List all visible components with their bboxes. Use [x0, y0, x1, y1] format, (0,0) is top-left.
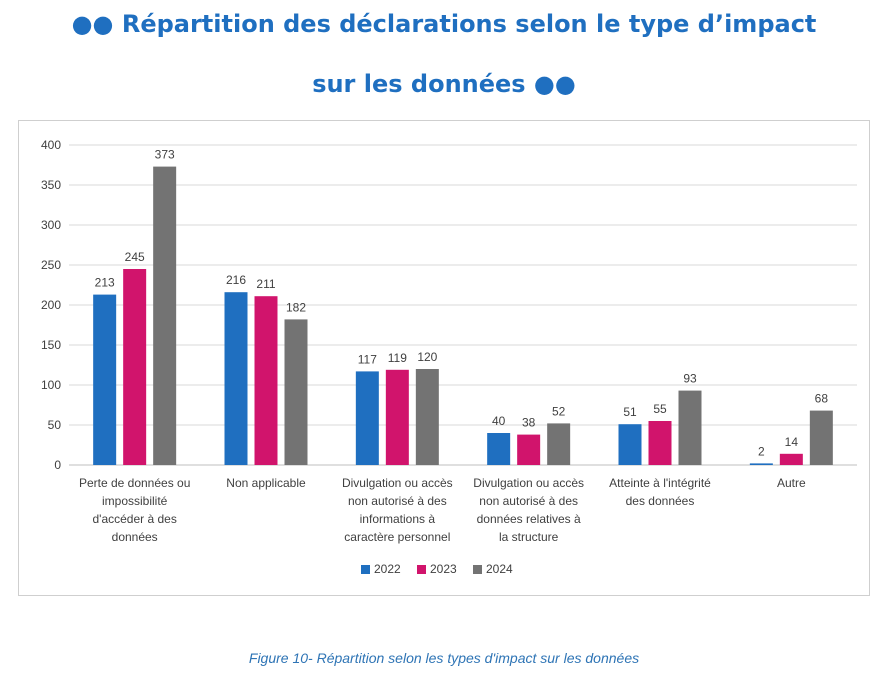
data-label: 216 [226, 273, 246, 287]
data-label: 38 [522, 416, 536, 430]
bar [355, 371, 379, 465]
bar [254, 296, 278, 465]
x-category-label: Divulgation ou accès [342, 476, 453, 490]
y-tick-label: 300 [41, 218, 61, 232]
data-label: 373 [155, 148, 175, 162]
bar [153, 166, 177, 465]
chart-frame: 0 50 100 150 200 250 300 350 400 213 245 373 Perte d… [18, 120, 870, 596]
y-tick-label: 200 [41, 298, 61, 312]
data-label: 93 [683, 372, 697, 386]
x-category-label: informations à [360, 512, 436, 526]
data-label: 120 [417, 350, 437, 364]
data-label: 40 [492, 414, 506, 428]
x-category-label: Non applicable [226, 476, 306, 490]
x-category-label: données [112, 530, 158, 544]
x-category-label: d'accéder à des [92, 512, 176, 526]
data-label: 14 [785, 435, 799, 449]
x-category-label: caractère personnel [344, 530, 450, 544]
bar [749, 463, 773, 465]
legend-swatch [417, 565, 426, 574]
y-tick-label: 150 [41, 338, 61, 352]
bar [618, 424, 642, 465]
data-label: 2 [758, 444, 765, 458]
data-label: 182 [286, 300, 306, 314]
bar [224, 292, 248, 465]
x-category-label: Autre [777, 476, 806, 490]
data-label: 68 [815, 392, 829, 406]
bar [678, 390, 702, 465]
bar [93, 294, 117, 465]
y-tick-label: 350 [41, 178, 61, 192]
figure-caption: Figure 10- Répartition selon les types d… [248, 650, 640, 666]
bar [648, 421, 672, 465]
data-label: 52 [552, 404, 566, 418]
bar [517, 434, 541, 465]
bar-chart: 0 50 100 150 200 250 300 350 400 213 245 373 Perte d… [41, 138, 857, 576]
bar [385, 369, 409, 465]
data-label: 51 [623, 405, 637, 419]
legend-label: 2022 [374, 562, 401, 576]
data-label: 119 [388, 351, 407, 365]
bar [284, 319, 308, 465]
chart-title-line-2: sur les données ●● [312, 70, 576, 98]
x-category-label: des données [626, 494, 695, 508]
data-label: 245 [125, 250, 145, 264]
y-tick-label: 100 [41, 378, 61, 392]
x-category-label: Divulgation ou accès [473, 476, 584, 490]
x-category-label: non autorisé à des [348, 494, 447, 508]
data-label: 55 [653, 402, 667, 416]
bar [487, 433, 511, 465]
x-category-label: Atteinte à l'intégrité [609, 476, 711, 490]
data-label: 213 [95, 276, 115, 290]
x-category-label: non autorisé à des [479, 494, 578, 508]
x-category-label: Perte de données ou [79, 476, 190, 490]
x-category-label: données relatives à [477, 512, 581, 526]
y-tick-label: 400 [41, 138, 61, 152]
x-category-label: la structure [499, 530, 559, 544]
data-label: 211 [256, 277, 275, 291]
x-category-label: impossibilité [102, 494, 168, 508]
bar [779, 453, 803, 465]
bar [123, 269, 147, 465]
y-tick-label: 50 [48, 418, 62, 432]
bar [809, 410, 833, 465]
data-label: 117 [358, 352, 377, 366]
y-tick-label: 0 [54, 458, 61, 472]
legend-label: 2024 [486, 562, 513, 576]
legend-label: 2023 [430, 562, 457, 576]
chart-title-line-1: ●● Répartition des déclarations selon le… [71, 10, 817, 38]
y-tick-label: 250 [41, 258, 61, 272]
bar [547, 423, 571, 465]
legend-swatch [361, 565, 370, 574]
legend-swatch [473, 565, 482, 574]
bar [415, 369, 439, 465]
